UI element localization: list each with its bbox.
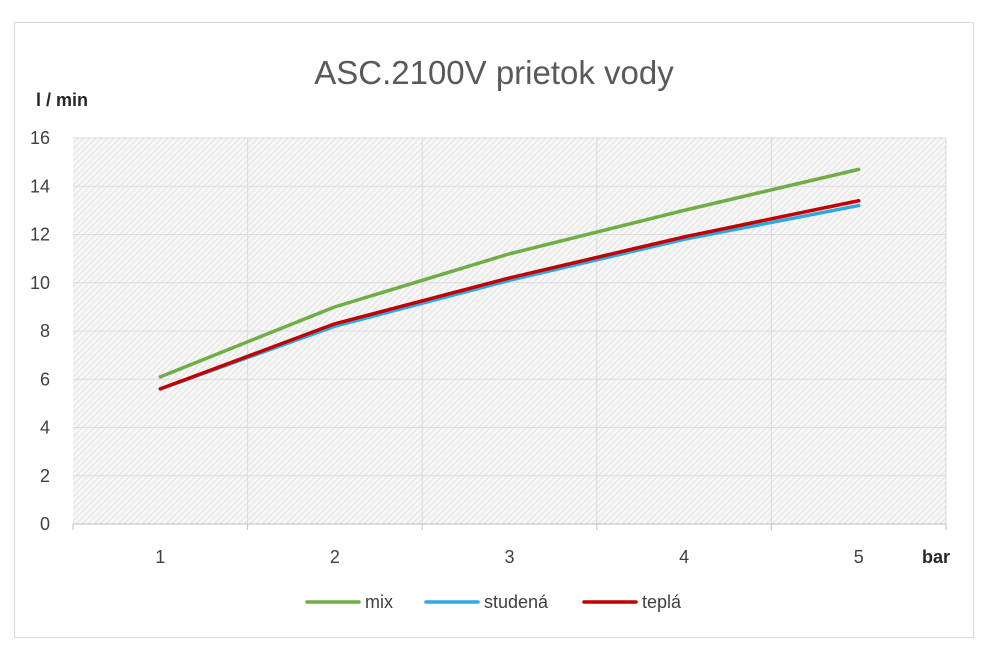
y-tick-label: 4 [40,418,50,438]
y-tick-label: 8 [40,321,50,341]
legend-label-mix: mix [365,592,393,612]
series-line-teplá [158,198,861,391]
series-line-mix [158,167,861,379]
legend-label-teplá: teplá [642,592,682,612]
x-tick-label: 5 [854,547,864,567]
x-tick-label: 1 [155,547,165,567]
y-tick-label: 14 [30,176,50,196]
x-tick-label: 3 [504,547,514,567]
y-tick-label: 6 [40,369,50,389]
x-axis-label: bar [922,547,950,567]
y-tick-label: 10 [30,273,50,293]
y-tick-label: 2 [40,466,50,486]
y-tick-label: 0 [40,514,50,534]
legend-label-studená: studená [484,592,549,612]
y-axis-label: l / min [36,90,88,110]
chart-title: ASC.2100V prietok vody [314,54,674,91]
y-tick-label: 12 [30,225,50,245]
x-tick-label: 4 [679,547,689,567]
x-tick-label: 2 [330,547,340,567]
y-tick-label: 16 [30,128,50,148]
